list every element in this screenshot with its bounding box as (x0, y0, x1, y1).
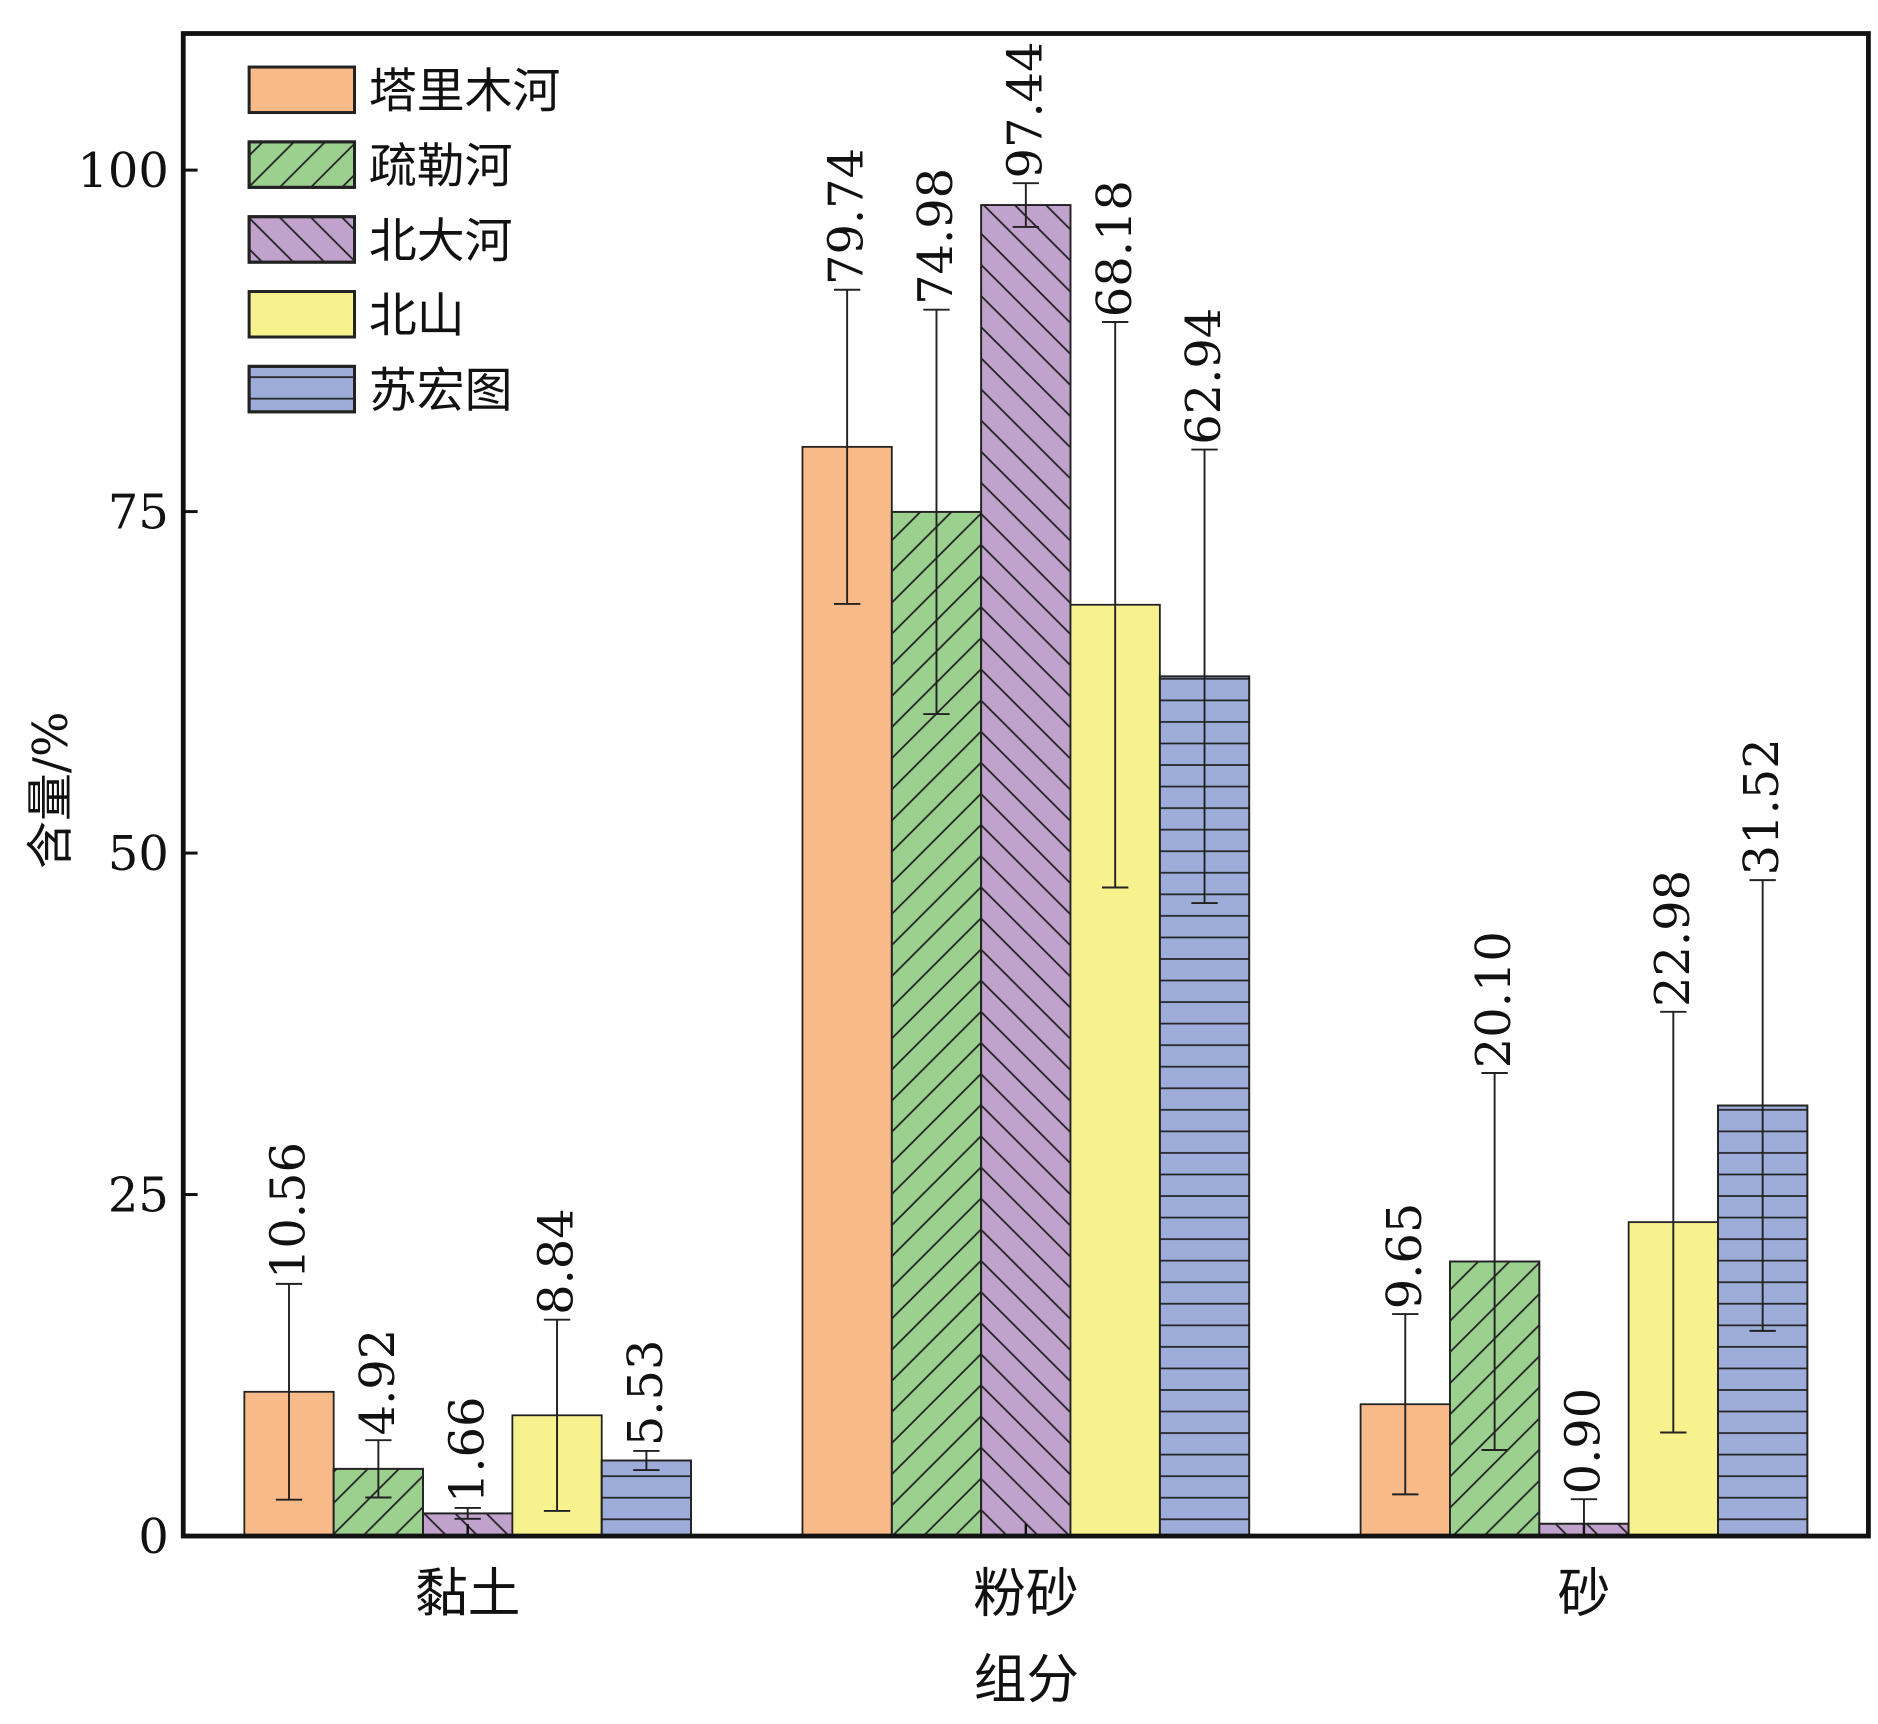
legend-swatch-hatch (247, 364, 357, 414)
y-axis: 0 25 50 75 100 (77, 144, 198, 1565)
value-label: 20.10 (1467, 931, 1522, 1068)
value-label: 97.44 (998, 41, 1053, 178)
value-label: 5.53 (619, 1340, 674, 1447)
value-label: 8.84 (530, 1208, 585, 1315)
x-tick-label: 砂 (1558, 1563, 1611, 1624)
y-tick-label: 50 (108, 827, 169, 882)
x-axis: 黏土 粉砂 砂 (415, 1524, 1610, 1624)
value-label: 1.66 (440, 1397, 495, 1504)
legend-label: 北山 (369, 289, 465, 344)
value-label: 79.74 (820, 148, 875, 285)
x-axis-label: 组分 (974, 1650, 1079, 1711)
y-tick-label: 100 (77, 144, 168, 199)
legend-label: 疏勒河 (369, 140, 513, 195)
value-label: 4.92 (351, 1329, 406, 1436)
legend-label: 北大河 (369, 214, 513, 269)
legend-swatch (247, 65, 357, 115)
x-tick-label: 粉砂 (973, 1563, 1078, 1624)
value-label: 10.56 (262, 1142, 317, 1279)
bar-hatch (980, 204, 1072, 1537)
x-tick-label: 黏土 (415, 1563, 520, 1624)
value-labels-layer: 10.56 4.92 1.66 8.84 5.53 79.74 74.98 97.44 68.1… (262, 41, 1791, 1503)
value-label: 22.98 (1646, 870, 1701, 1007)
bar (801, 445, 893, 1537)
value-label: 9.65 (1378, 1203, 1433, 1310)
legend-swatch (247, 290, 357, 339)
error-bars-layer (275, 182, 1776, 1537)
bar-hatch (600, 1459, 692, 1537)
legend-label: 苏宏图 (369, 364, 513, 419)
value-label: 31.52 (1735, 738, 1790, 875)
y-tick-label: 25 (108, 1168, 169, 1223)
y-tick-label: 0 (138, 1510, 168, 1565)
legend-swatch-hatch (247, 215, 357, 264)
y-axis-label: 含量/% (24, 711, 79, 868)
legend-swatch-hatch (247, 140, 357, 189)
bars-layer (243, 204, 1809, 1537)
value-label: 68.18 (1088, 180, 1143, 317)
value-label: 62.94 (1177, 308, 1232, 445)
value-label: 0.90 (1557, 1388, 1612, 1495)
legend-label: 塔里木河 (369, 65, 561, 120)
value-label: 74.98 (909, 168, 964, 305)
y-tick-label: 75 (108, 485, 169, 540)
